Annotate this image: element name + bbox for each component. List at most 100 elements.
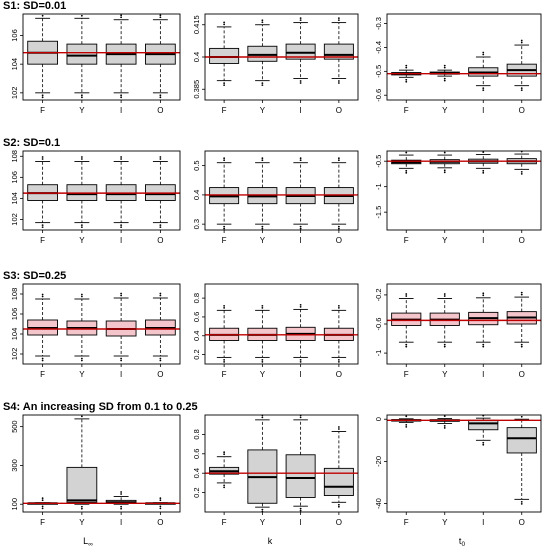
outlier xyxy=(80,94,83,97)
outlier xyxy=(159,499,162,502)
outlier xyxy=(80,293,83,296)
outlier xyxy=(223,484,226,487)
outlier xyxy=(223,159,226,162)
y-tick-label: 0.5 xyxy=(192,160,201,170)
panel-frame xyxy=(22,150,181,231)
outlier xyxy=(80,224,83,227)
box-Y xyxy=(66,14,98,99)
panel-1: 0.385 0.4 0.415 F Y I O xyxy=(192,13,359,115)
outlier xyxy=(482,345,485,348)
box-F xyxy=(391,293,422,348)
x-tick-label: Y xyxy=(442,518,448,527)
box-I xyxy=(285,17,316,84)
y-tick-label: 0.415 xyxy=(192,15,201,34)
outlier xyxy=(261,361,264,363)
box-I xyxy=(105,491,137,510)
outlier xyxy=(299,225,302,228)
panel-11: 0 -20 -40 F Y I O xyxy=(374,414,542,527)
box-Y xyxy=(66,415,98,510)
x-tick-label: F xyxy=(222,106,227,115)
outlier xyxy=(520,39,523,42)
x-tick-label: O xyxy=(157,370,163,379)
outlier xyxy=(337,19,340,21)
outlier xyxy=(443,343,446,346)
panel-frame xyxy=(22,414,181,513)
outlier xyxy=(223,304,226,307)
x-tick-label: Y xyxy=(79,236,85,245)
box-Y xyxy=(247,157,278,230)
x-tick-label: F xyxy=(222,236,227,245)
y-tick-label: 0.8 xyxy=(192,293,201,303)
outlier xyxy=(159,94,162,97)
box-iqr xyxy=(247,45,278,62)
x-axis-label-col-0: L∞ xyxy=(83,536,93,548)
outlier xyxy=(223,453,226,456)
outlier xyxy=(41,226,44,229)
outlier xyxy=(261,225,264,228)
outlier xyxy=(405,343,408,346)
y-tick-label: -0.5 xyxy=(374,65,383,78)
y-tick-label: -1.5 xyxy=(374,206,383,219)
outlier xyxy=(443,77,446,80)
box-I xyxy=(285,414,316,512)
outlier xyxy=(261,157,264,160)
outlier xyxy=(405,66,408,69)
x-tick-label: O xyxy=(336,518,342,527)
outlier xyxy=(159,507,162,510)
outlier xyxy=(159,14,162,17)
y-tick-label: 0.4 xyxy=(192,52,201,62)
panel-frame xyxy=(386,414,542,513)
outlier xyxy=(261,227,264,230)
panel-6: S3: SD=0.25 102 104 106 108 F Y I O xyxy=(3,270,181,379)
outlier xyxy=(41,505,44,508)
panel-7: 0.2 0.4 0.6 0.8 F Y I O xyxy=(192,283,359,379)
box-F xyxy=(209,157,240,230)
box-Y xyxy=(66,293,98,362)
outlier xyxy=(337,304,340,307)
outlier xyxy=(520,500,523,503)
box-iqr xyxy=(323,467,354,496)
y-tick-label: 108 xyxy=(10,150,19,163)
outlier xyxy=(405,293,408,295)
outlier xyxy=(80,357,83,360)
outlier xyxy=(159,357,162,360)
outlier xyxy=(261,159,264,162)
outlier xyxy=(41,224,44,227)
outlier xyxy=(159,505,162,508)
outlier xyxy=(159,96,162,99)
box-Y xyxy=(429,293,460,348)
y-tick-label: 500 xyxy=(10,420,19,433)
outlier xyxy=(520,502,523,505)
outlier xyxy=(41,156,44,158)
outlier xyxy=(520,345,523,348)
box-O xyxy=(323,17,354,84)
x-tick-label: I xyxy=(120,106,122,115)
outlier xyxy=(520,170,523,173)
x-tick-label: F xyxy=(404,106,409,115)
y-tick-label: 104 xyxy=(10,192,19,205)
y-tick-label: -0.6 xyxy=(374,89,383,102)
box-iqr xyxy=(66,43,98,65)
outlier xyxy=(299,306,302,308)
x-tick-label: I xyxy=(300,518,302,527)
x-tick-label: Y xyxy=(442,370,448,379)
outlier xyxy=(120,94,123,97)
outlier xyxy=(405,151,408,154)
outlier xyxy=(41,14,44,17)
box-O xyxy=(506,291,537,348)
outlier xyxy=(223,486,226,489)
outlier xyxy=(223,306,226,309)
box-Y xyxy=(429,151,460,174)
y-tick-label: -0.2 xyxy=(374,288,383,301)
y-tick-label: 0.6 xyxy=(192,312,201,322)
x-tick-label: Y xyxy=(79,518,85,527)
panel-frame xyxy=(386,150,542,231)
panel-5: -0.5 -1 -1.5 F Y I O xyxy=(374,150,542,245)
outlier xyxy=(482,441,485,444)
outlier xyxy=(223,225,226,228)
outlier xyxy=(120,158,123,160)
x-tick-label: O xyxy=(157,106,163,115)
outlier xyxy=(41,497,44,500)
outlier xyxy=(159,224,162,227)
